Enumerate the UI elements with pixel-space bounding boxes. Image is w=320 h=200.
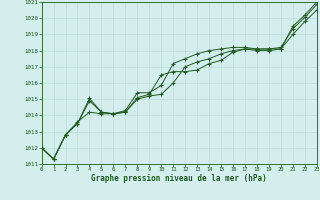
X-axis label: Graphe pression niveau de la mer (hPa): Graphe pression niveau de la mer (hPa) [91,174,267,183]
